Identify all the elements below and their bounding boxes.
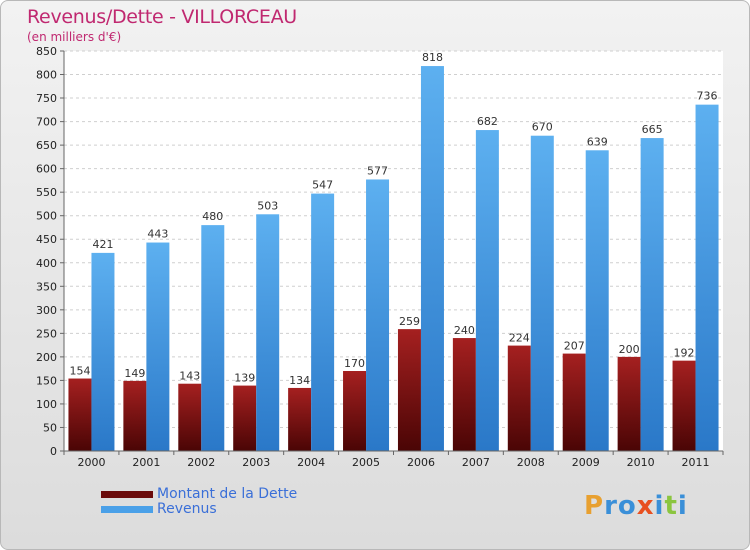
bar-revenue xyxy=(146,242,170,451)
bar-debt xyxy=(672,360,696,451)
data-label-revenue: 736 xyxy=(697,90,718,103)
y-tick-label: 250 xyxy=(36,327,57,340)
data-label-debt: 259 xyxy=(399,315,420,328)
x-tick-label: 2003 xyxy=(242,456,270,469)
bar-debt xyxy=(452,338,476,451)
data-label-debt: 170 xyxy=(344,357,365,370)
bar-revenue xyxy=(256,214,280,451)
x-tick-label: 2007 xyxy=(462,456,490,469)
y-tick-label: 200 xyxy=(36,351,57,364)
x-tick-label: 2010 xyxy=(627,456,655,469)
bar-debt xyxy=(123,380,147,451)
y-tick-label: 650 xyxy=(36,139,57,152)
legend-label-revenue: Revenus xyxy=(157,501,217,517)
data-label-debt: 143 xyxy=(179,370,200,383)
bar-revenue xyxy=(475,130,499,451)
y-tick-label: 150 xyxy=(36,374,57,387)
y-tick-label: 350 xyxy=(36,280,57,293)
data-label-debt: 154 xyxy=(69,365,90,378)
data-label-revenue: 670 xyxy=(532,121,553,134)
bar-revenue xyxy=(695,104,719,451)
bar-revenue xyxy=(201,225,225,451)
data-label-debt: 207 xyxy=(564,340,585,353)
logo-letter: x xyxy=(636,491,655,521)
proxiti-logo: Proxiti xyxy=(584,491,688,521)
data-label-revenue: 665 xyxy=(642,123,663,136)
data-label-revenue: 503 xyxy=(257,199,278,212)
data-label-revenue: 682 xyxy=(477,115,498,128)
y-tick-label: 700 xyxy=(36,116,57,129)
x-tick-label: 2001 xyxy=(132,456,160,469)
logo-letter: r xyxy=(604,491,618,521)
bar-revenue xyxy=(585,150,609,451)
x-tick-label: 2011 xyxy=(682,456,710,469)
data-label-revenue: 577 xyxy=(367,164,388,177)
chart-subtitle: (en milliers d'€) xyxy=(27,30,122,44)
x-tick-label: 2000 xyxy=(77,456,105,469)
data-label-revenue: 443 xyxy=(147,228,168,241)
bar-revenue xyxy=(91,252,115,451)
y-tick-label: 800 xyxy=(36,69,57,82)
bar-debt xyxy=(233,385,257,451)
bar-debt xyxy=(507,345,531,451)
bar-revenue xyxy=(366,179,390,451)
data-label-debt: 134 xyxy=(289,374,310,387)
chart-title: Revenus/Dette - VILLORCEAU xyxy=(27,6,297,28)
legend-label-debt: Montant de la Dette xyxy=(157,486,298,502)
logo-letter: o xyxy=(617,491,637,521)
bar-debt xyxy=(288,387,312,451)
x-tick-label: 2006 xyxy=(407,456,435,469)
bar-revenue xyxy=(311,193,335,451)
x-tick-label: 2009 xyxy=(572,456,600,469)
y-tick-label: 300 xyxy=(36,304,57,317)
data-label-debt: 240 xyxy=(454,324,475,337)
y-tick-label: 550 xyxy=(36,186,57,199)
bar-debt xyxy=(343,371,367,451)
bar-revenue xyxy=(420,66,444,451)
y-tick-label: 750 xyxy=(36,92,57,105)
y-tick-label: 850 xyxy=(36,45,57,58)
logo-letter: i xyxy=(677,491,688,521)
data-label-debt: 224 xyxy=(509,332,530,345)
y-tick-label: 500 xyxy=(36,210,57,223)
bar-debt xyxy=(68,378,92,451)
y-tick-label: 600 xyxy=(36,163,57,176)
legend-swatch-debt xyxy=(101,491,153,498)
x-tick-label: 2008 xyxy=(517,456,545,469)
x-tick-label: 2005 xyxy=(352,456,380,469)
data-label-revenue: 818 xyxy=(422,51,443,64)
bar-revenue xyxy=(530,135,554,452)
logo-letter: t xyxy=(664,491,678,521)
x-tick-label: 2004 xyxy=(297,456,325,469)
data-label-revenue: 421 xyxy=(92,238,113,251)
legend-swatch-revenue xyxy=(101,506,153,513)
logo-letter: i xyxy=(654,491,665,521)
bar-debt xyxy=(617,356,641,451)
data-label-debt: 192 xyxy=(674,347,695,360)
y-tick-label: 50 xyxy=(43,421,57,434)
logo-letter: P xyxy=(584,491,605,521)
data-label-revenue: 547 xyxy=(312,179,333,192)
data-label-debt: 139 xyxy=(234,372,255,385)
y-tick-label: 100 xyxy=(36,398,57,411)
y-tick-label: 450 xyxy=(36,233,57,246)
y-tick-label: 400 xyxy=(36,257,57,270)
y-tick-label: 0 xyxy=(50,445,57,458)
bar-debt xyxy=(178,383,202,451)
data-label-debt: 149 xyxy=(124,367,145,380)
bar-debt xyxy=(562,353,586,451)
plot-background xyxy=(64,51,723,451)
bar-revenue xyxy=(640,138,664,451)
data-label-revenue: 480 xyxy=(202,210,223,223)
bar-debt xyxy=(397,329,421,451)
data-label-debt: 200 xyxy=(619,343,640,356)
data-label-revenue: 639 xyxy=(587,135,608,148)
x-tick-label: 2002 xyxy=(187,456,215,469)
